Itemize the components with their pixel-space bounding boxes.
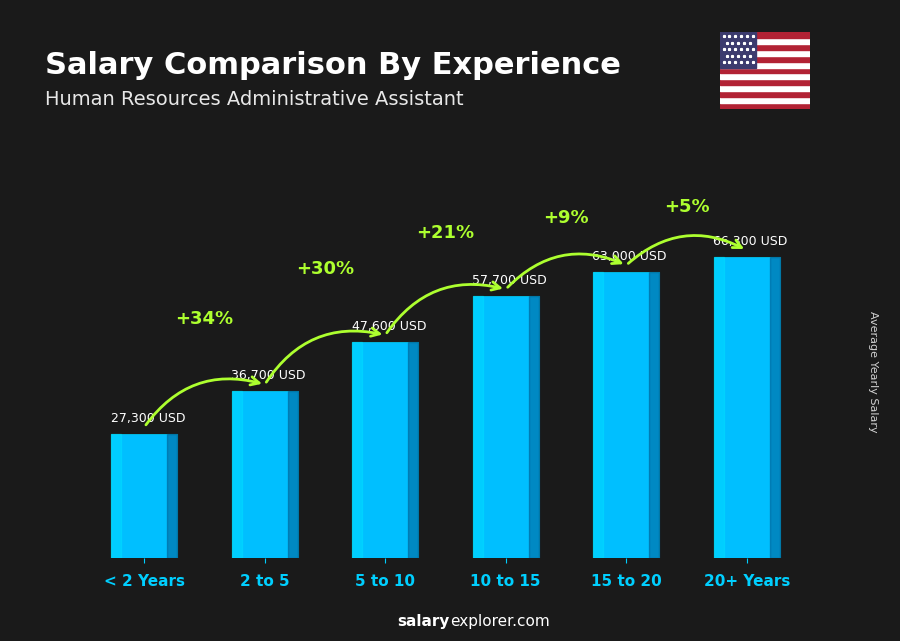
Text: 47,600 USD: 47,600 USD (352, 320, 426, 333)
Bar (720, 79, 810, 85)
Bar (593, 272, 603, 558)
Bar (770, 257, 779, 558)
Bar (720, 32, 810, 38)
Text: salary: salary (398, 614, 450, 629)
Text: 66,300 USD: 66,300 USD (713, 235, 788, 248)
Bar (720, 50, 810, 56)
Text: 36,700 USD: 36,700 USD (231, 369, 305, 382)
Text: Salary Comparison By Experience: Salary Comparison By Experience (45, 51, 621, 80)
Bar (472, 296, 539, 558)
Text: Human Resources Administrative Assistant: Human Resources Administrative Assistant (45, 90, 464, 109)
Bar (720, 91, 810, 97)
Bar (720, 38, 810, 44)
Bar (112, 434, 122, 558)
Bar (167, 434, 177, 558)
Bar (352, 342, 362, 558)
Bar (720, 103, 810, 109)
Text: explorer.com: explorer.com (450, 614, 550, 629)
Bar (720, 74, 810, 79)
Bar (720, 85, 810, 91)
Bar (288, 391, 298, 558)
Text: +34%: +34% (176, 310, 234, 328)
Text: +21%: +21% (417, 224, 474, 242)
Bar (112, 434, 177, 558)
Text: +9%: +9% (544, 209, 589, 227)
Bar (720, 67, 810, 74)
Bar (720, 62, 810, 67)
Text: 27,300 USD: 27,300 USD (111, 412, 185, 425)
Bar (352, 342, 419, 558)
Text: 57,700 USD: 57,700 USD (472, 274, 547, 287)
Bar (720, 97, 810, 103)
Text: +5%: +5% (663, 198, 709, 216)
Bar (593, 272, 660, 558)
Bar (714, 257, 779, 558)
Bar (714, 257, 724, 558)
Bar (231, 391, 298, 558)
Bar (472, 296, 482, 558)
Text: Average Yearly Salary: Average Yearly Salary (868, 311, 878, 433)
Bar (720, 32, 756, 67)
Bar (409, 342, 419, 558)
Bar (720, 44, 810, 50)
Bar (650, 272, 660, 558)
Bar (529, 296, 539, 558)
Text: +30%: +30% (296, 260, 354, 278)
Bar (231, 391, 241, 558)
Bar (720, 56, 810, 62)
Text: 63,000 USD: 63,000 USD (592, 250, 667, 263)
